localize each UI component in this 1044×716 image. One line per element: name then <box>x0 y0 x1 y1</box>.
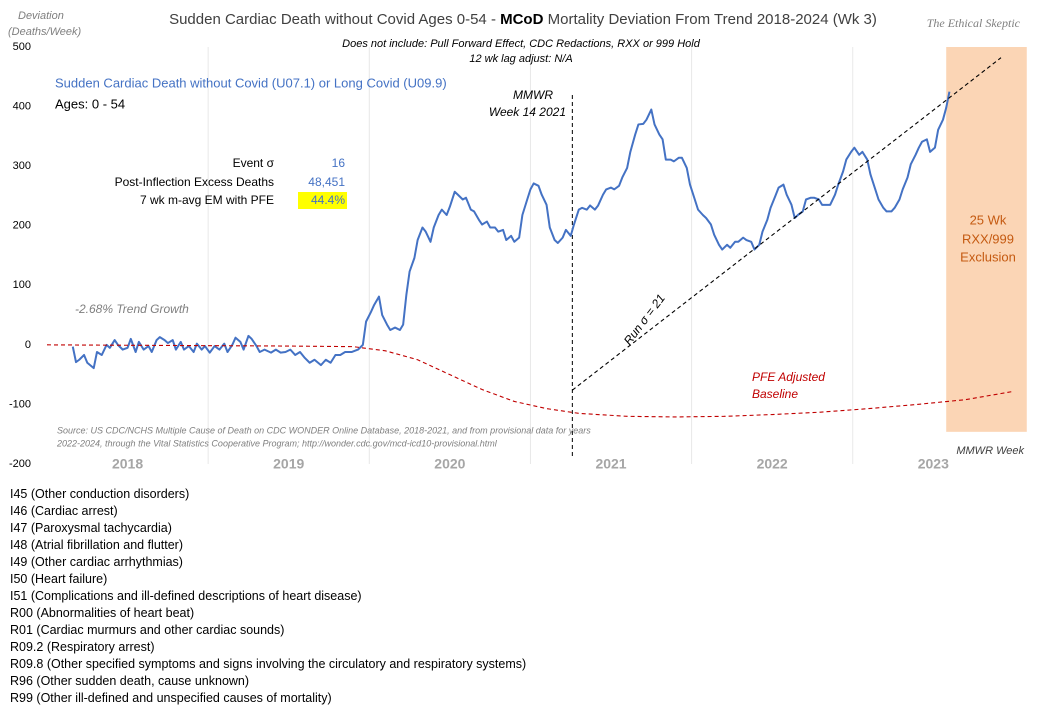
y-tick-label: 0 <box>25 339 31 351</box>
annotation: 25 Wk <box>970 212 1007 227</box>
x-tick-label: 2020 <box>434 456 465 472</box>
annotation: Exclusion <box>960 249 1016 264</box>
highlight <box>298 192 347 209</box>
annotation: PFE Adjusted <box>752 370 825 384</box>
y-tick-label: -200 <box>9 458 31 470</box>
code-list: I45 (Other conduction disorders) I46 (Car… <box>10 486 526 707</box>
code-item: I51 (Complications and ill-defined descr… <box>10 589 362 603</box>
stat-label: 7 wk m-avg EM with PFE <box>140 193 274 207</box>
stat-value: 16 <box>332 156 346 170</box>
code-item: I47 (Paroxysmal tachycardia) <box>10 521 172 535</box>
code-item: R00 (Abnormalities of heart beat) <box>10 606 195 620</box>
stat-label: Post-Inflection Excess Deaths <box>115 175 274 189</box>
x-tick-label: 2022 <box>757 456 788 472</box>
code-item: I48 (Atrial fibrillation and flutter) <box>10 538 183 552</box>
y-tick-label: 500 <box>13 41 31 53</box>
code-item: I46 (Cardiac arrest) <box>10 504 118 518</box>
code-item: R01 (Cardiac murmurs and other cardiac s… <box>10 623 285 637</box>
annotation: Week 14 2021 <box>489 105 566 119</box>
code-item: R09.8 (Other specified symptoms and sign… <box>10 657 527 671</box>
series-label: Sudden Cardiac Death without Covid (U07.… <box>55 75 447 90</box>
watermark: The Ethical Skeptic <box>927 16 1021 30</box>
code-item: I49 (Other cardiac arrhythmias) <box>10 555 183 569</box>
y-tick-label: 400 <box>13 100 31 112</box>
y-tick-label: 200 <box>13 220 31 232</box>
annotation: RXX/999 <box>962 231 1014 246</box>
x-tick-label: 2018 <box>112 456 143 472</box>
y-tick-label: -100 <box>9 398 31 410</box>
code-item: I50 (Heart failure) <box>10 572 108 586</box>
annotation: MMWR <box>513 88 553 102</box>
subtitle: Does not include: Pull Forward Effect, C… <box>342 38 701 50</box>
stat-value: 48,451 <box>308 175 345 189</box>
y-axis-title: (Deaths/Week) <box>8 26 81 38</box>
x-tick-label: 2019 <box>273 456 304 472</box>
x-tick-label: 2023 <box>918 456 949 472</box>
foreground-layer: Sudden Cardiac Death without Covid Ages … <box>8 10 1024 472</box>
chart-title: Sudden Cardiac Death without Covid Ages … <box>169 11 877 28</box>
series-line <box>46 344 1014 418</box>
code-item: R99 (Other ill-defined and unspecified c… <box>10 691 332 705</box>
y-axis-title: Deviation <box>18 10 64 22</box>
source-note: Source: US CDC/NCHS Multiple Cause of De… <box>57 425 591 435</box>
stat-value: 44.4% <box>311 193 345 207</box>
code-item: R96 (Other sudden death, cause unknown) <box>10 674 250 688</box>
title-part: Sudden Cardiac Death without Covid Ages … <box>169 11 500 28</box>
subtitle: 12 wk lag adjust: N/A <box>469 53 572 65</box>
y-tick-label: 300 <box>13 160 31 172</box>
x-axis-unit: MMWR Week <box>956 445 1024 457</box>
title-part: Mortality Deviation From Trend 2018-2024… <box>543 11 876 28</box>
background-layer <box>207 47 1027 464</box>
exclusion-region <box>946 47 1027 432</box>
ages-label: Ages: 0 - 54 <box>55 96 125 111</box>
annotation: Run σ = 21 <box>621 291 668 347</box>
code-item: I45 (Other conduction disorders) <box>10 487 190 501</box>
y-tick-label: 100 <box>13 279 31 291</box>
annotation: Baseline <box>752 387 798 401</box>
series-line <box>71 91 951 370</box>
annotation: -2.68% Trend Growth <box>75 302 189 316</box>
stat-label: Event σ <box>233 156 275 170</box>
code-item: R09.2 (Respiratory arrest) <box>10 640 155 654</box>
source-note: 2022-2024, through the Vital Statistics … <box>56 438 498 448</box>
x-tick-label: 2021 <box>595 456 626 472</box>
title-part: MCoD <box>500 11 543 28</box>
chart: Sudden Cardiac Death without Covid Ages … <box>8 10 1027 472</box>
